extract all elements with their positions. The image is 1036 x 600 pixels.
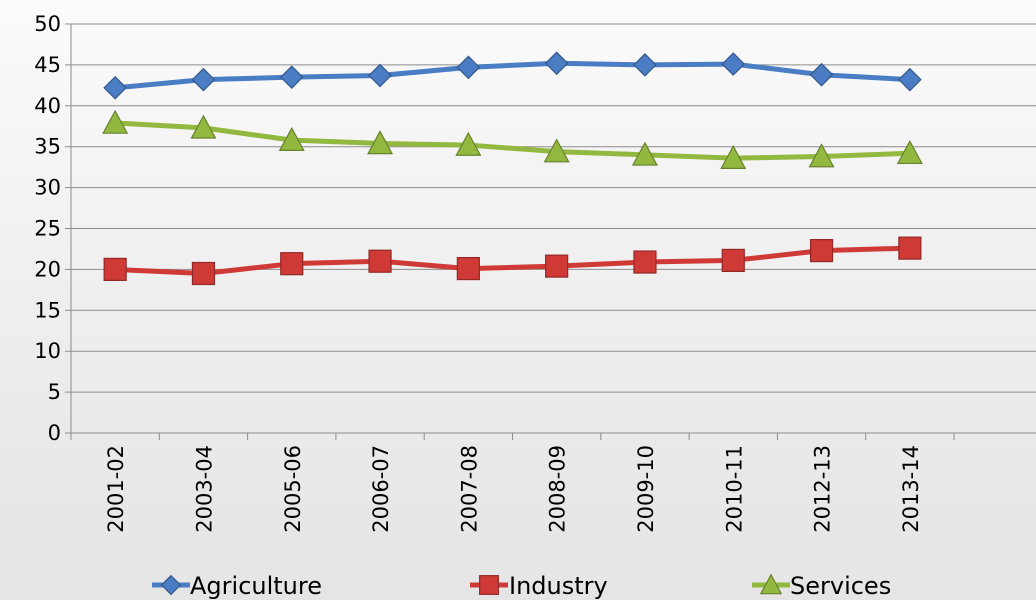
x-tick-label: 2012-13 [811, 445, 835, 533]
y-axis: 0 5 10 15 20 25 30 35 40 45 50 [34, 12, 72, 445]
y-tick-label: 30 [34, 176, 61, 200]
legend-item-services: Services [752, 572, 891, 600]
legend-marker-agriculture [160, 574, 182, 596]
x-tick-label: 2009-10 [634, 445, 658, 533]
data-point-services [896, 139, 923, 165]
data-point-services [455, 131, 482, 156]
y-tick-label: 25 [34, 217, 61, 241]
data-point-agriculture [898, 67, 922, 92]
x-tick-label: 2001-02 [104, 445, 128, 533]
y-tick-label: 40 [34, 94, 61, 118]
data-point-services [631, 141, 658, 166]
y-tick-label: 20 [34, 257, 61, 281]
x-tick-label: 2008-09 [546, 445, 570, 533]
series-layer [102, 51, 923, 286]
data-point-services [367, 130, 394, 155]
data-point-agriculture [368, 63, 392, 88]
data-point-industry [191, 261, 216, 286]
y-tick-label: 35 [34, 135, 61, 159]
series-line-industry [112, 245, 913, 276]
data-point-agriculture [544, 51, 569, 76]
data-point-industry [809, 238, 834, 263]
data-point-agriculture [279, 65, 304, 90]
legend-label-agriculture: Agriculture [190, 572, 322, 600]
legend-marker-industry [479, 575, 499, 595]
data-point-industry [456, 256, 480, 281]
legend-label-industry: Industry [509, 572, 608, 600]
data-point-agriculture [633, 53, 657, 77]
x-tick-label: 2007-08 [457, 445, 481, 533]
data-point-agriculture [809, 62, 834, 87]
data-point-services [102, 109, 129, 134]
data-point-industry [633, 250, 657, 274]
data-point-agriculture [456, 55, 481, 80]
series-line-agriculture [112, 60, 913, 91]
data-point-services [720, 144, 747, 169]
series-industry [103, 236, 922, 286]
legend: Agriculture Industry Services [152, 572, 891, 600]
x-axis: 2001-02 2003-04 2005-06 2006-07 2007-08 2008-… [70, 432, 1036, 533]
data-point-services [278, 126, 305, 151]
data-point-industry [898, 236, 922, 260]
legend-label-services: Services [790, 572, 891, 600]
legend-item-industry: Industry [470, 572, 608, 600]
x-tick-label: 2005-06 [281, 445, 305, 533]
y-tick-label: 45 [34, 53, 61, 77]
data-point-services [190, 114, 217, 139]
x-tick-label: 2010-11 [722, 445, 746, 533]
data-point-industry [368, 249, 392, 273]
data-point-services [543, 138, 570, 163]
y-tick-label: 0 [48, 421, 61, 445]
data-point-services [808, 143, 835, 168]
y-tick-label: 10 [34, 339, 61, 363]
data-point-industry [545, 254, 569, 278]
data-point-agriculture [103, 75, 127, 100]
series-line-services [112, 120, 913, 161]
data-point-industry [103, 257, 127, 281]
data-point-industry [280, 252, 304, 276]
y-tick-label: 5 [48, 380, 61, 404]
data-point-agriculture [191, 67, 216, 92]
data-point-agriculture [721, 52, 746, 76]
legend-item-agriculture: Agriculture [152, 572, 322, 600]
y-tick-label: 15 [34, 298, 61, 322]
x-tick-label: 2006-07 [369, 445, 393, 533]
y-tick-label: 50 [34, 12, 61, 36]
x-tick-label: 2003-04 [192, 445, 216, 533]
x-tick-label: 2013-14 [899, 445, 923, 533]
legend-marker-services [759, 573, 783, 595]
series-agriculture [103, 51, 922, 100]
series-services [102, 109, 923, 169]
data-point-industry [721, 248, 745, 273]
